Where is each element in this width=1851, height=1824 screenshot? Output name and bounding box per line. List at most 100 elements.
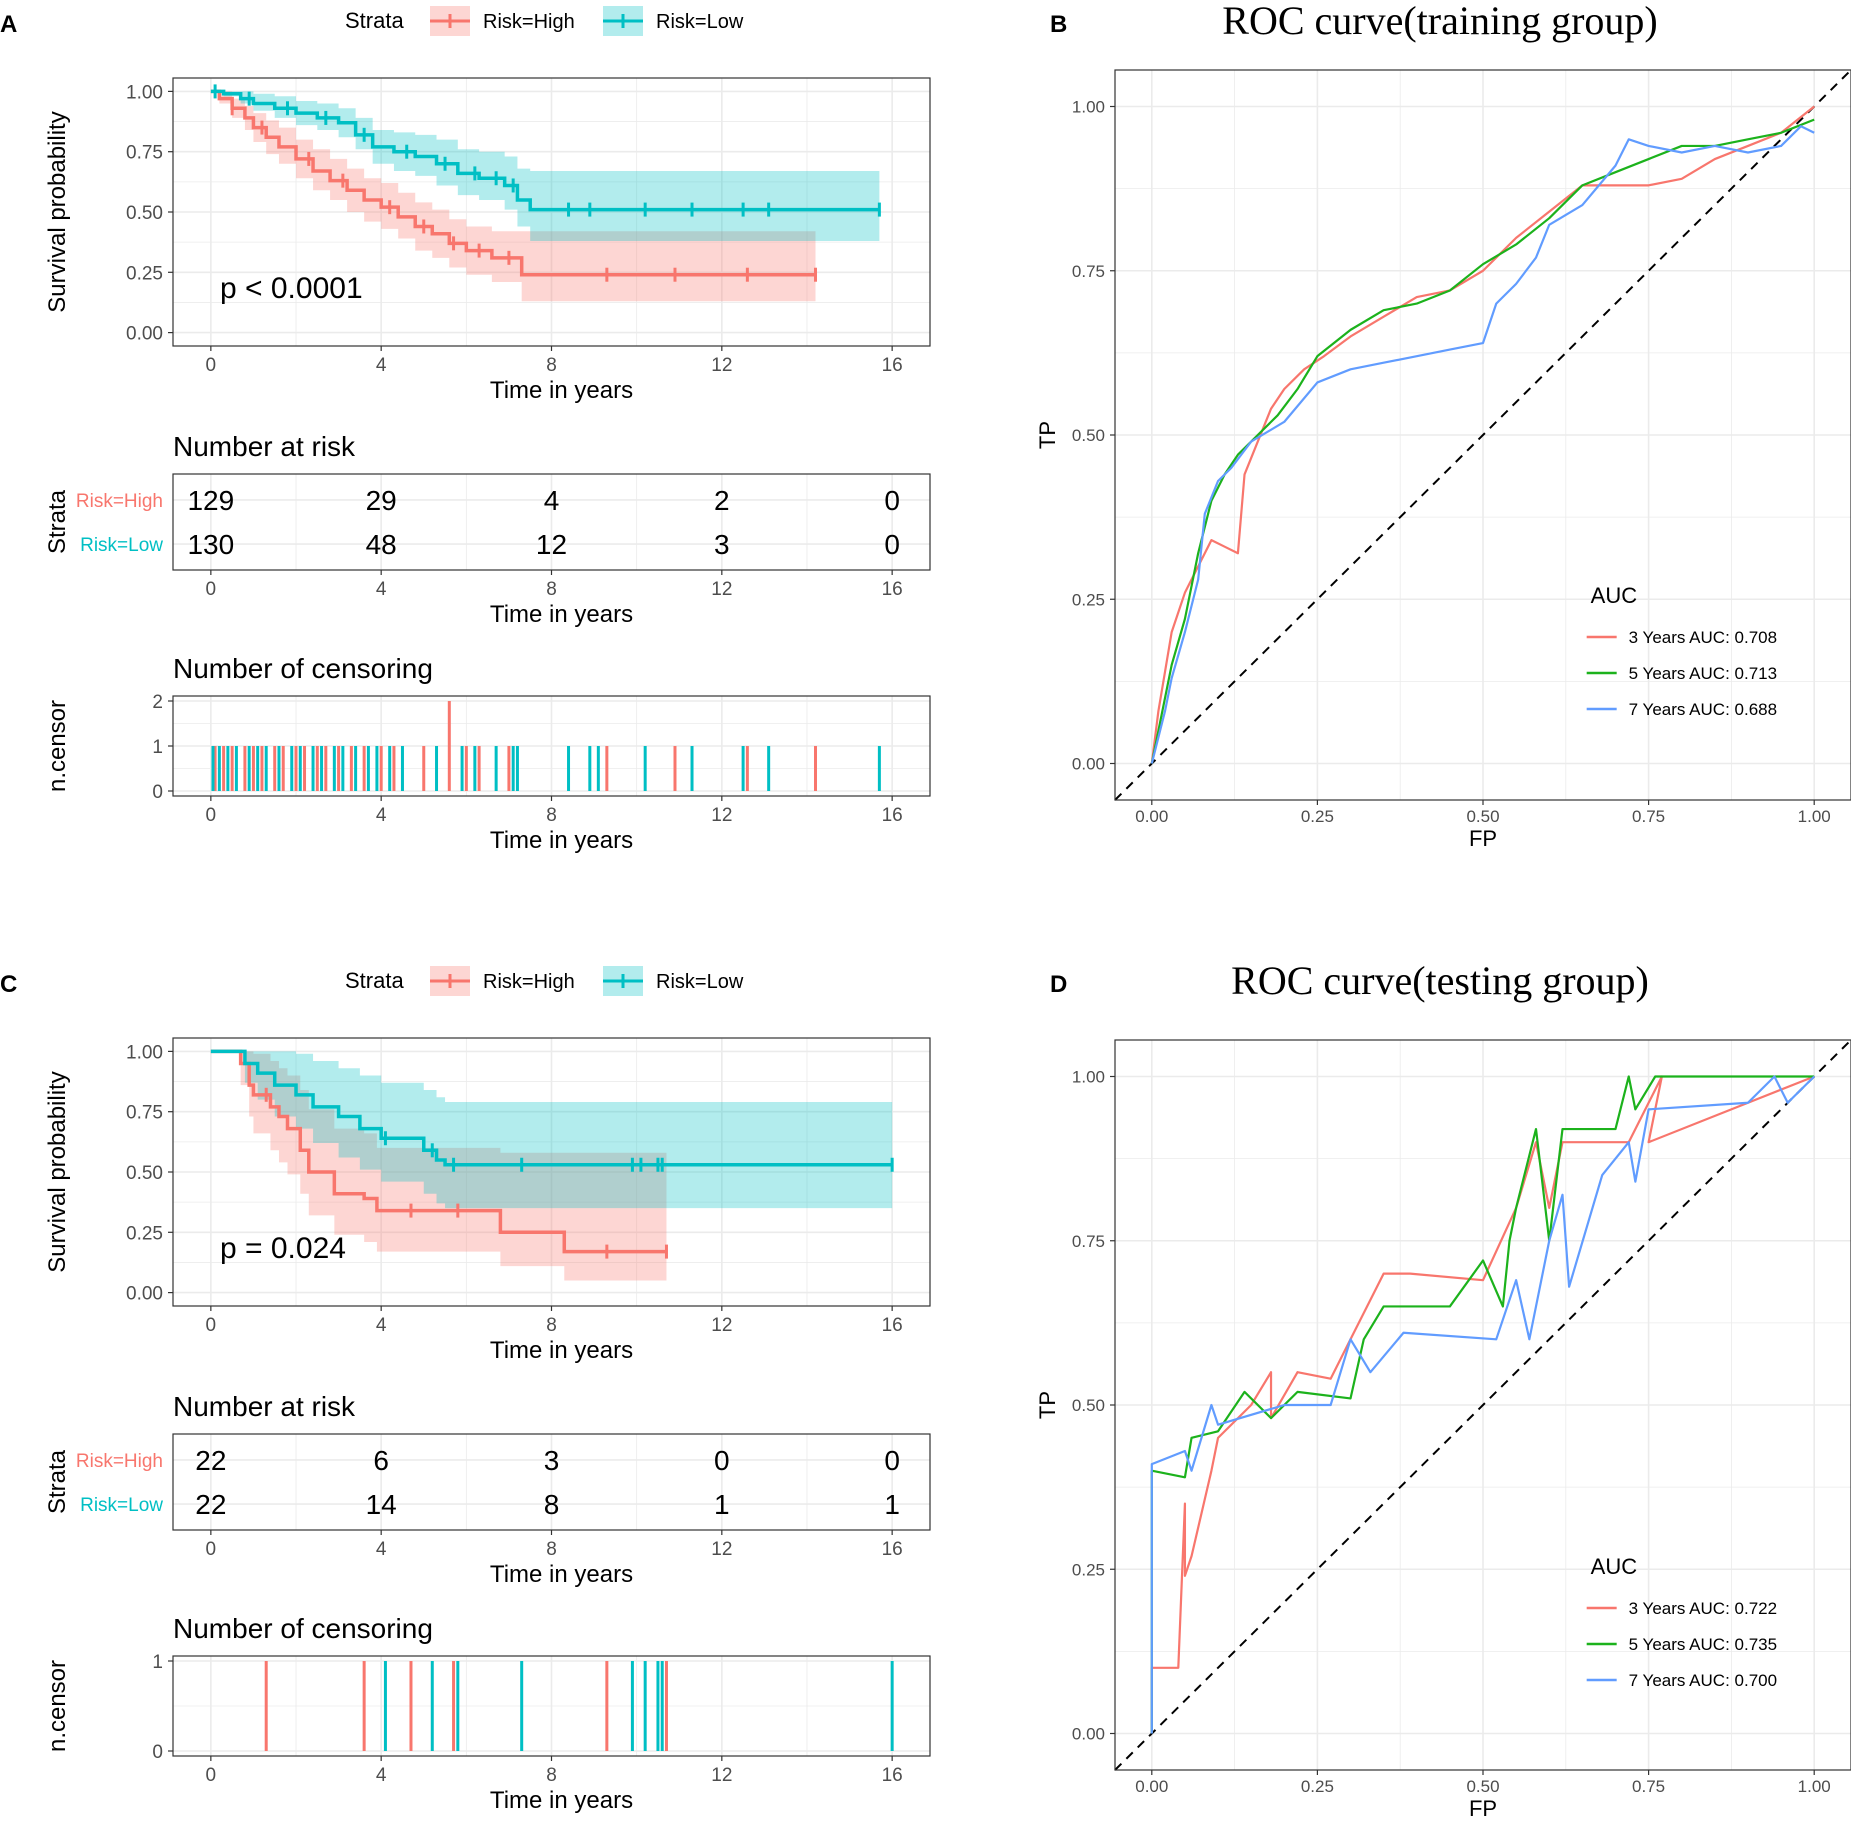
x-tick-label: 0 (206, 805, 217, 826)
x-tick-label: 8 (546, 1765, 557, 1786)
risk-count: 4 (544, 485, 560, 516)
roc-title-d: ROC curve(testing group) (1231, 958, 1649, 1003)
risk-count: 3 (714, 529, 730, 560)
legend-label-low-a: Risk=Low (656, 11, 744, 33)
survival-curve-high (210, 89, 816, 277)
risk-count: 0 (884, 485, 900, 516)
x-tick-label: 8 (546, 579, 557, 600)
diagonal-reference-line (1114, 69, 1851, 801)
x-tick-label: 0 (206, 579, 217, 600)
panel-label-a: A (0, 11, 17, 38)
x-tick-label: 16 (882, 805, 903, 826)
x-tick-label: 16 (882, 355, 903, 376)
y-tick-label: 0.25 (126, 263, 163, 284)
confidence-band-high (210, 91, 816, 302)
roc-legend-label: 3 Years AUC: 0.708 (1629, 628, 1777, 647)
x-axis-label: FP (1469, 826, 1497, 851)
x-tick-label: 8 (546, 1539, 557, 1560)
risk-count: 1 (884, 1489, 900, 1520)
roc-legend-label: 3 Years AUC: 0.722 (1629, 1599, 1777, 1618)
x-tick-label: 4 (376, 1765, 387, 1786)
x-tick-label: 12 (711, 355, 732, 376)
survival-curve-low (210, 89, 880, 212)
roc-plot-b: 0.00 0.25 0.50 0.75 1.00 0.00 0.25 0.50 0.75 1.00… (1035, 69, 1851, 851)
x-tick-label: 0.75 (1632, 807, 1665, 826)
y-tick-label: 1.00 (126, 82, 163, 103)
y-axis-label: n.censor (44, 700, 71, 792)
y-tick-label: 0.00 (126, 324, 163, 345)
y-tick-label: 0.00 (1072, 1725, 1105, 1744)
risk-count: 0 (884, 529, 900, 560)
panel-label-b: B (1050, 11, 1067, 38)
risk-table-title: Number at risk (173, 431, 356, 462)
roc-curve-3y (1150, 1075, 1815, 1734)
legend-label-low-c: Risk=Low (656, 971, 744, 993)
y-tick-label: 0.75 (1072, 262, 1105, 281)
p-value-label: p < 0.0001 (220, 272, 363, 305)
legend-label-high-c: Risk=High (483, 971, 575, 993)
panel-label-c: C (0, 971, 17, 998)
x-tick-label: 8 (546, 355, 557, 376)
x-tick-label: 4 (376, 805, 387, 826)
y-tick-label: 0.50 (126, 1163, 163, 1184)
risk-table-title: Number at risk (173, 1391, 356, 1422)
y-tick-label: 1 (152, 1652, 163, 1673)
risk-table-a: Number at risk Risk=High 129 29 4 2 0 Risk=Low 1… (44, 431, 931, 628)
risk-count: 129 (187, 485, 234, 516)
y-tick-label: 0.75 (126, 1103, 163, 1124)
y-tick-label: 0.75 (1072, 1232, 1105, 1251)
y-tick-label: 0.75 (126, 143, 163, 164)
roc-legend-title: AUC (1591, 583, 1638, 608)
legend-title-a: Strata (345, 8, 404, 33)
x-tick-label: 4 (376, 1315, 387, 1336)
x-tick-label: 1.00 (1798, 1777, 1831, 1796)
x-axis-label: Time in years (490, 1337, 633, 1364)
km-legend-a: Strata Risk=High Risk=Low (345, 6, 744, 36)
x-tick-label: 0.75 (1632, 1777, 1665, 1796)
p-value-label: p = 0.024 (220, 1232, 346, 1265)
y-tick-label: 2 (152, 692, 163, 713)
y-axis-label: n.censor (44, 1660, 71, 1752)
censor-plot-title: Number of censoring (173, 653, 433, 684)
y-tick-label: 0.50 (1072, 1396, 1105, 1415)
x-axis-label: Time in years (490, 827, 633, 854)
risk-table-c: Number at risk Risk=High 22 6 3 0 0 Risk=Low 22 1… (44, 1391, 931, 1588)
y-tick-label: 0.00 (126, 1284, 163, 1305)
risk-count: 1 (714, 1489, 730, 1520)
risk-count: 48 (366, 529, 397, 560)
y-tick-label: 0 (152, 782, 163, 803)
panel-label-d: D (1050, 971, 1067, 998)
x-tick-label: 0.50 (1466, 1777, 1499, 1796)
x-tick-label: 0 (206, 1765, 217, 1786)
x-tick-label: 4 (376, 1539, 387, 1560)
roc-legend-label: 7 Years AUC: 0.688 (1629, 700, 1777, 719)
roc-title-b: ROC curve(training group) (1222, 0, 1657, 43)
risk-count: 22 (195, 1489, 226, 1520)
x-tick-label: 8 (546, 1315, 557, 1336)
y-tick-label: 1 (152, 737, 163, 758)
roc-legend-title: AUC (1591, 1554, 1638, 1579)
confidence-band-high (210, 1051, 667, 1281)
diagonal-reference-line (1114, 1039, 1851, 1771)
x-axis-label: Time in years (490, 1787, 633, 1814)
y-tick-label: 0.50 (126, 203, 163, 224)
y-axis-label: Strata (44, 489, 71, 554)
roc-plot-d: 0.00 0.25 0.50 0.75 1.00 0.00 0.25 0.50 0.75 1.00… (1035, 1039, 1851, 1821)
risk-count: 3 (544, 1445, 560, 1476)
censor-plot-title: Number of censoring (173, 1613, 433, 1644)
risk-count: 0 (884, 1445, 900, 1476)
risk-count: 0 (714, 1445, 730, 1476)
km-plot-c: 0.00 0.25 0.50 0.75 1.00 0 4 8 12 16 Time in years… (44, 1037, 931, 1364)
x-tick-label: 0.50 (1466, 807, 1499, 826)
roc-curve-3y (1150, 105, 1815, 764)
risk-count: 6 (373, 1445, 389, 1476)
y-tick-label: 0.25 (126, 1223, 163, 1244)
risk-count: 22 (195, 1445, 226, 1476)
y-tick-label: 1.00 (1072, 1068, 1105, 1087)
y-tick-label: 0.00 (1072, 755, 1105, 774)
x-tick-label: 4 (376, 355, 387, 376)
y-tick-label: 0.50 (1072, 426, 1105, 445)
risk-count: 8 (544, 1489, 560, 1520)
